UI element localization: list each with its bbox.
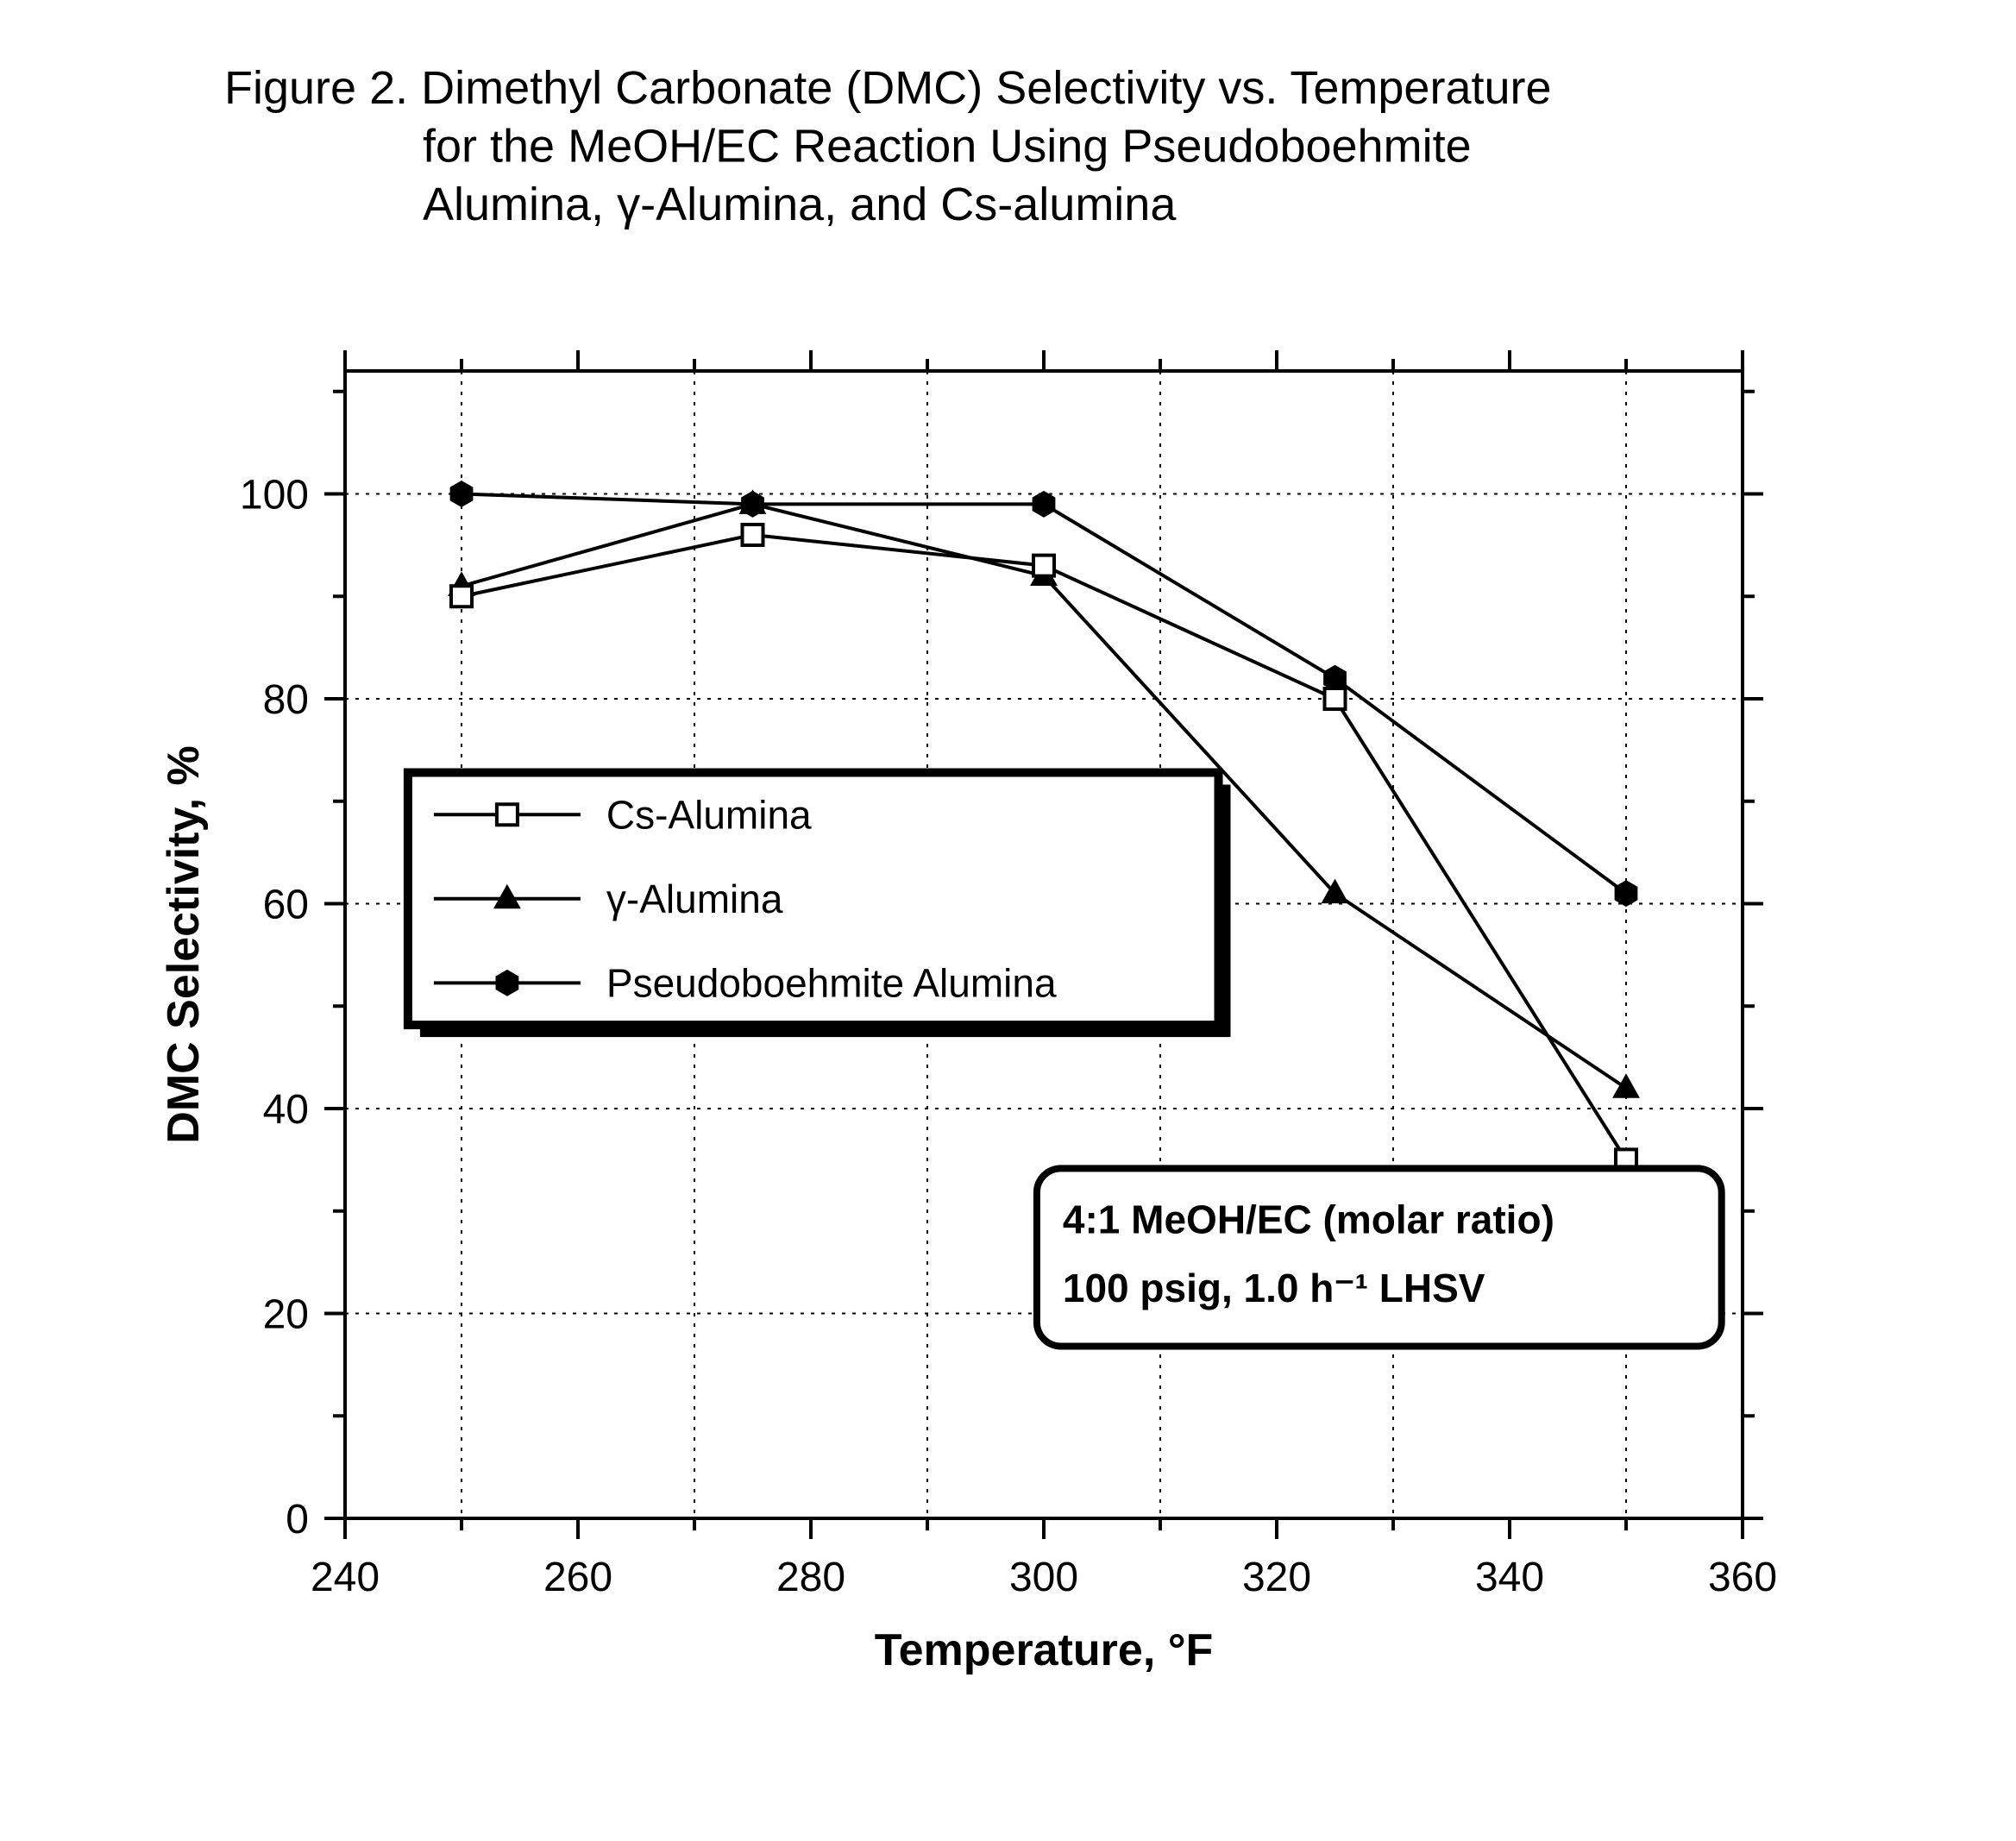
chart-svg: Figure 2. Dimethyl Carbonate (DMC) Selec… xyxy=(0,0,2016,1841)
x-axis-label: Temperature, °F xyxy=(875,1625,1214,1675)
y-tick-label: 40 xyxy=(263,1087,309,1133)
figure-caption-line: for the MeOH/EC Reaction Using Pseudoboe… xyxy=(423,121,1472,173)
legend-label: Cs-Alumina xyxy=(606,792,812,837)
legend-label: Pseudoboehmite Alumina xyxy=(606,960,1057,1005)
x-tick-label: 280 xyxy=(776,1555,845,1600)
y-axis-label: DMC Selectivity, % xyxy=(159,745,209,1143)
x-tick-label: 320 xyxy=(1242,1555,1311,1600)
y-tick-label: 0 xyxy=(286,1497,309,1543)
figure-container: Figure 2. Dimethyl Carbonate (DMC) Selec… xyxy=(0,0,2016,1841)
y-tick-label: 100 xyxy=(240,472,309,518)
annotation-line: 100 psig, 1.0 h⁻¹ LHSV xyxy=(1063,1266,1485,1310)
y-tick-label: 80 xyxy=(263,677,309,723)
annotation-box xyxy=(1037,1168,1722,1346)
x-tick-label: 360 xyxy=(1708,1555,1777,1600)
figure-caption-line: Figure 2. Dimethyl Carbonate (DMC) Selec… xyxy=(224,62,1552,114)
x-tick-label: 260 xyxy=(543,1555,612,1600)
y-tick-label: 60 xyxy=(263,882,309,927)
y-tick-label: 20 xyxy=(263,1291,309,1337)
legend-label: γ-Alumina xyxy=(606,877,783,921)
x-tick-label: 340 xyxy=(1475,1555,1544,1600)
figure-caption-line: Alumina, γ-Alumina, and Cs-alumina xyxy=(423,179,1177,230)
annotation-line: 4:1 MeOH/EC (molar ratio) xyxy=(1063,1197,1554,1242)
x-tick-label: 300 xyxy=(1009,1555,1078,1600)
x-tick-label: 240 xyxy=(311,1555,380,1600)
